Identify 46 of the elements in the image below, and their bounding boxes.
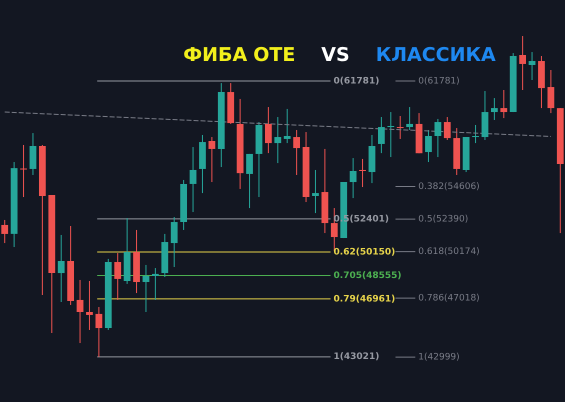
candlestick <box>528 52 536 80</box>
candlestick <box>284 108 291 144</box>
ref-line-label: 0.5(52390) <box>418 214 468 224</box>
candlestick <box>293 129 300 176</box>
ref-line-label: 1(43021) <box>334 352 380 362</box>
candlestick <box>350 158 357 199</box>
ref-line-label: 0.618(50174) <box>418 247 480 258</box>
candlestick <box>142 264 150 313</box>
candlestick <box>20 144 27 198</box>
candlestick <box>406 106 414 130</box>
ref-line-label: 0.62(50150) <box>334 247 396 258</box>
candlestick <box>444 116 451 140</box>
ref-line-label: 0.786(47018) <box>418 293 480 304</box>
ref-line-label: 0.79(46961) <box>334 294 396 304</box>
candlestick <box>434 118 442 158</box>
candlestick <box>547 69 554 114</box>
ref-line-label: 1(42999) <box>418 352 460 363</box>
candlestick <box>500 89 508 119</box>
candlestick <box>86 280 93 330</box>
candlestick <box>58 234 65 303</box>
candlestick <box>208 136 216 183</box>
candlestick <box>519 36 526 90</box>
candlestick <box>396 116 404 140</box>
candlestick <box>170 216 178 268</box>
candlestick <box>1 219 8 244</box>
candlestick <box>359 158 366 188</box>
candlestick <box>30 132 36 176</box>
candlestick <box>387 112 394 158</box>
ref-line-label: 0(61781) <box>334 76 380 86</box>
ref-line-label: 0(61781) <box>418 76 460 86</box>
candlestick <box>472 124 479 144</box>
ref-line-label: 0.705(48555) <box>334 270 402 281</box>
candlestick <box>312 169 319 214</box>
candlestick <box>190 146 196 213</box>
candlestick <box>152 268 159 300</box>
candlestick <box>114 252 122 300</box>
ref-line-label: 0.382(54606) <box>418 182 480 192</box>
candlestick <box>95 306 102 358</box>
chart-title: ФИБА ОТЕ VS КЛАССИКА <box>183 44 496 66</box>
candlestick <box>246 153 253 209</box>
candlestick <box>378 116 385 154</box>
candlestick <box>425 129 432 163</box>
candlestick <box>76 279 84 344</box>
candlestick <box>274 116 282 164</box>
candlestick <box>264 106 272 154</box>
candlestick <box>490 98 498 120</box>
